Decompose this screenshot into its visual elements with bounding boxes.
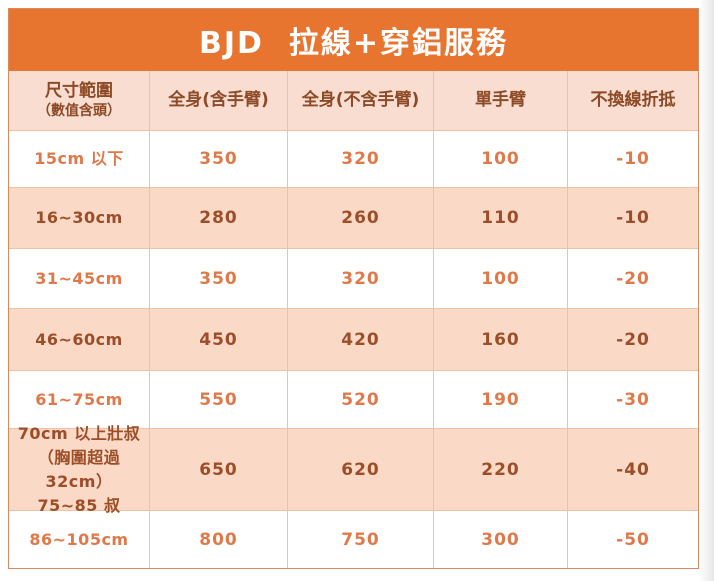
size-range-cell: 86~105cm <box>9 511 150 568</box>
full-with-arms-cell: 650 <box>150 429 288 510</box>
header-no-rewire-discount: 不換線折抵 <box>590 90 676 111</box>
header-full-with-arms: 全身(含手臂) <box>150 71 288 130</box>
table-row: 15cm 以下 350 320 100 -10 <box>9 131 698 188</box>
table-row: 70cm 以上壯叔 （胸圍超過 32cm） 75~85 叔 650 620 22… <box>9 424 698 515</box>
header-size-range-label: 尺寸範圍 <box>45 81 113 102</box>
table-row: 86~105cm 800 750 300 -50 <box>9 511 698 568</box>
single-arm-cell: 220 <box>434 429 568 510</box>
page-edge-shadow <box>699 0 714 581</box>
table-row: 61~75cm 550 520 190 -30 <box>9 371 698 429</box>
price-table: BJD 拉線+穿鋁服務 尺寸範圍 （數值含頭） 全身(含手臂) 全身(不含手臂)… <box>8 8 699 569</box>
full-without-arms-cell: 420 <box>288 309 434 370</box>
single-arm-cell: 100 <box>434 131 568 187</box>
no-rewire-discount-cell: -30 <box>616 389 650 410</box>
single-arm-cell: 100 <box>434 249 568 308</box>
single-arm-cell: 300 <box>434 511 568 568</box>
no-rewire-discount-cell: -20 <box>616 268 650 289</box>
full-with-arms-cell: 550 <box>150 371 288 428</box>
size-range-cell: 70cm 以上壯叔 （胸圍超過 32cm） 75~85 叔 <box>9 424 150 515</box>
full-without-arms-cell: 520 <box>288 371 434 428</box>
table-title: BJD 拉線+穿鋁服務 <box>9 9 698 71</box>
full-with-arms-cell: 450 <box>150 309 288 370</box>
full-without-arms-cell: 260 <box>288 188 434 248</box>
header-size-range-note: （數值含頭） <box>37 103 121 120</box>
size-range-cell: 61~75cm <box>9 371 150 428</box>
size-range-cell: 16~30cm <box>9 188 150 248</box>
no-rewire-discount-cell: -20 <box>616 329 650 350</box>
no-rewire-discount-cell: -50 <box>616 529 650 550</box>
full-without-arms-cell: 320 <box>288 249 434 308</box>
single-arm-cell: 110 <box>434 188 568 248</box>
no-rewire-discount-cell: -40 <box>616 459 650 480</box>
table-header-row: 尺寸範圍 （數值含頭） 全身(含手臂) 全身(不含手臂) 單手臂 不換線折抵 <box>9 71 698 131</box>
full-with-arms-cell: 800 <box>150 511 288 568</box>
single-arm-cell: 160 <box>434 309 568 370</box>
full-without-arms-cell: 620 <box>288 429 434 510</box>
full-without-arms-cell: 750 <box>288 511 434 568</box>
header-single-arm: 單手臂 <box>434 71 568 130</box>
single-arm-cell: 190 <box>434 371 568 428</box>
size-range-cell: 15cm 以下 <box>9 131 150 187</box>
full-with-arms-cell: 350 <box>150 249 288 308</box>
size-range-cell: 46~60cm <box>9 309 150 370</box>
full-without-arms-cell: 320 <box>288 131 434 187</box>
header-full-without-arms: 全身(不含手臂) <box>288 71 434 130</box>
size-range-cell: 31~45cm <box>9 249 150 308</box>
no-rewire-discount-cell: -10 <box>616 208 650 228</box>
table-row: 16~30cm 280 260 110 -10 <box>9 188 698 249</box>
full-with-arms-cell: 280 <box>150 188 288 248</box>
table-row: 46~60cm 450 420 160 -20 <box>9 309 698 371</box>
no-rewire-discount-cell: -10 <box>616 149 650 169</box>
header-size-range: 尺寸範圍 （數值含頭） <box>9 71 150 130</box>
table-row: 31~45cm 350 320 100 -20 <box>9 249 698 309</box>
full-with-arms-cell: 350 <box>150 131 288 187</box>
